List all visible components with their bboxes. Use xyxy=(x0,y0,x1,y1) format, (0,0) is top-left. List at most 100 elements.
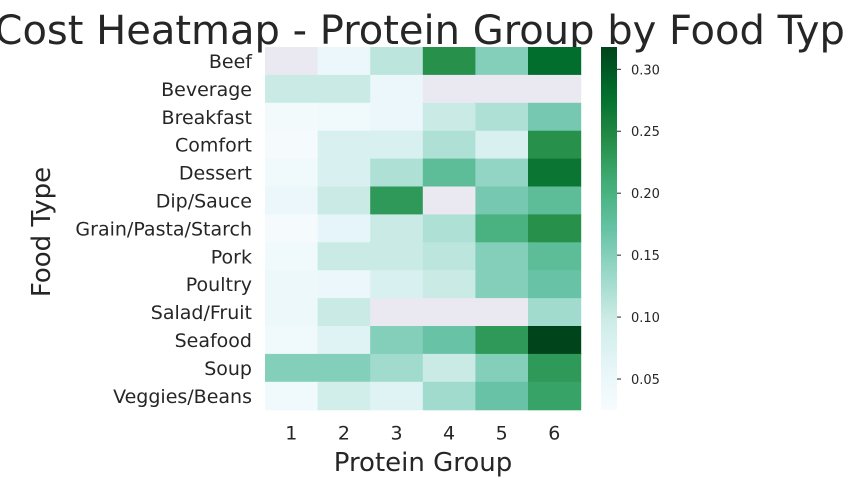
heatmap-cell xyxy=(422,102,476,132)
heatmap-cell xyxy=(317,186,371,215)
heatmap-cell xyxy=(528,102,582,132)
y-tick-label: Breakfast xyxy=(162,107,252,129)
chart-title: Cost Heatmap - Protein Group by Food Typ… xyxy=(0,8,846,54)
heatmap-cell xyxy=(422,326,476,355)
y-tick-label: Beef xyxy=(209,51,253,73)
heatmap-cell xyxy=(370,242,424,271)
x-tick-label: 5 xyxy=(496,423,508,445)
heatmap-cell xyxy=(265,326,319,355)
x-tick-label: 1 xyxy=(285,423,297,445)
heatmap-cell xyxy=(422,47,476,76)
colorbar-tick-label: 0.10 xyxy=(631,311,660,326)
heatmap-cell xyxy=(317,102,371,132)
x-tick-label: 4 xyxy=(443,423,455,445)
heatmap-cell xyxy=(317,158,371,188)
heatmap-cell xyxy=(370,74,424,104)
x-axis-label: Protein Group xyxy=(334,448,513,478)
y-tick-label: Poultry xyxy=(186,274,252,296)
heatmap-cell xyxy=(528,130,582,160)
heatmap-cell xyxy=(265,353,319,383)
heatmap-cell xyxy=(475,102,529,132)
heatmap-cell xyxy=(528,298,582,327)
heatmap-cell xyxy=(265,270,319,299)
heatmap-cell xyxy=(265,102,319,132)
y-tick-label: Soup xyxy=(204,358,252,380)
heatmap-cell xyxy=(370,130,424,160)
colorbar-tick-label: 0.05 xyxy=(631,373,660,388)
heatmap-cell xyxy=(317,242,371,271)
heatmap-cell xyxy=(317,298,371,327)
heatmap-cell xyxy=(265,298,319,327)
colorbar xyxy=(601,47,617,410)
heatmap-cell xyxy=(317,270,371,299)
y-tick-label: Grain/Pasta/Starch xyxy=(75,218,252,240)
x-tick-labels: 1 2 3 4 5 6 xyxy=(285,423,560,445)
y-tick-label: Seafood xyxy=(175,330,252,352)
x-tick-label: 6 xyxy=(548,423,560,445)
heatmap-cell xyxy=(370,214,424,243)
heatmap-cell xyxy=(422,186,476,215)
y-tick-label: Dessert xyxy=(179,163,252,185)
heatmap-cell xyxy=(422,158,476,188)
colorbar-ticks: 0.05 0.10 0.15 0.20 0.25 0.30 xyxy=(617,63,660,388)
heatmap-cell xyxy=(370,381,424,411)
heatmap-cell xyxy=(422,381,476,411)
heatmap-cell xyxy=(475,74,529,104)
heatmap-cell xyxy=(317,130,371,160)
heatmap-cell xyxy=(475,130,529,160)
y-axis-label: Food Type xyxy=(27,167,57,297)
x-tick-label: 3 xyxy=(390,423,402,445)
heatmap-cell xyxy=(475,214,529,243)
heatmap-cell xyxy=(370,102,424,132)
y-tick-label: Pork xyxy=(211,246,252,268)
heatmap-cell xyxy=(422,214,476,243)
heatmap-cell xyxy=(475,353,529,383)
heatmap-cell xyxy=(265,74,319,104)
heatmap-cell xyxy=(422,353,476,383)
heatmap-cell xyxy=(317,353,371,383)
y-tick-label: Comfort xyxy=(175,135,252,157)
heatmap-cell xyxy=(317,326,371,355)
heatmap-cell xyxy=(265,381,319,411)
heatmap-cell xyxy=(370,158,424,188)
heatmap-cell xyxy=(370,186,424,215)
heatmap-cell xyxy=(528,47,582,76)
heatmap-cell xyxy=(370,47,424,76)
heatmap-cell xyxy=(475,186,529,215)
heatmap-cell xyxy=(475,381,529,411)
heatmap-cell xyxy=(317,381,371,411)
heatmap-cell xyxy=(422,242,476,271)
heatmap-cell xyxy=(475,242,529,271)
heatmap-cell xyxy=(528,353,582,383)
heatmap-cell xyxy=(317,74,371,104)
heatmap-cell xyxy=(475,298,529,327)
heatmap-cell xyxy=(265,186,319,215)
heatmap-cell xyxy=(475,47,529,76)
heatmap-cell xyxy=(528,242,582,271)
heatmap-cell xyxy=(528,326,582,355)
heatmap-cells xyxy=(265,47,582,411)
heatmap-cell xyxy=(528,381,582,411)
heatmap-cell xyxy=(528,214,582,243)
heatmap-cell xyxy=(370,298,424,327)
heatmap-cell xyxy=(475,158,529,188)
colorbar-tick-label: 0.20 xyxy=(631,187,660,202)
heatmap-cell xyxy=(422,130,476,160)
heatmap-cell xyxy=(528,158,582,188)
y-tick-label: Dip/Sauce xyxy=(156,190,252,212)
heatmap-cell xyxy=(317,214,371,243)
heatmap-cell xyxy=(317,47,371,76)
y-tick-labels: Beef Beverage Breakfast Comfort Dessert Dip/S… xyxy=(75,51,253,408)
heatmap-cell xyxy=(422,270,476,299)
heatmap-cell xyxy=(265,130,319,160)
heatmap-cell xyxy=(528,270,582,299)
colorbar-tick-label: 0.30 xyxy=(631,63,660,78)
x-tick-label: 2 xyxy=(338,423,350,445)
colorbar-tick-label: 0.25 xyxy=(631,125,660,140)
heatmap-cell xyxy=(265,47,319,76)
heatmap-cell xyxy=(265,214,319,243)
y-tick-label: Beverage xyxy=(161,79,252,101)
heatmap-cell xyxy=(370,353,424,383)
heatmap-cell xyxy=(475,326,529,355)
